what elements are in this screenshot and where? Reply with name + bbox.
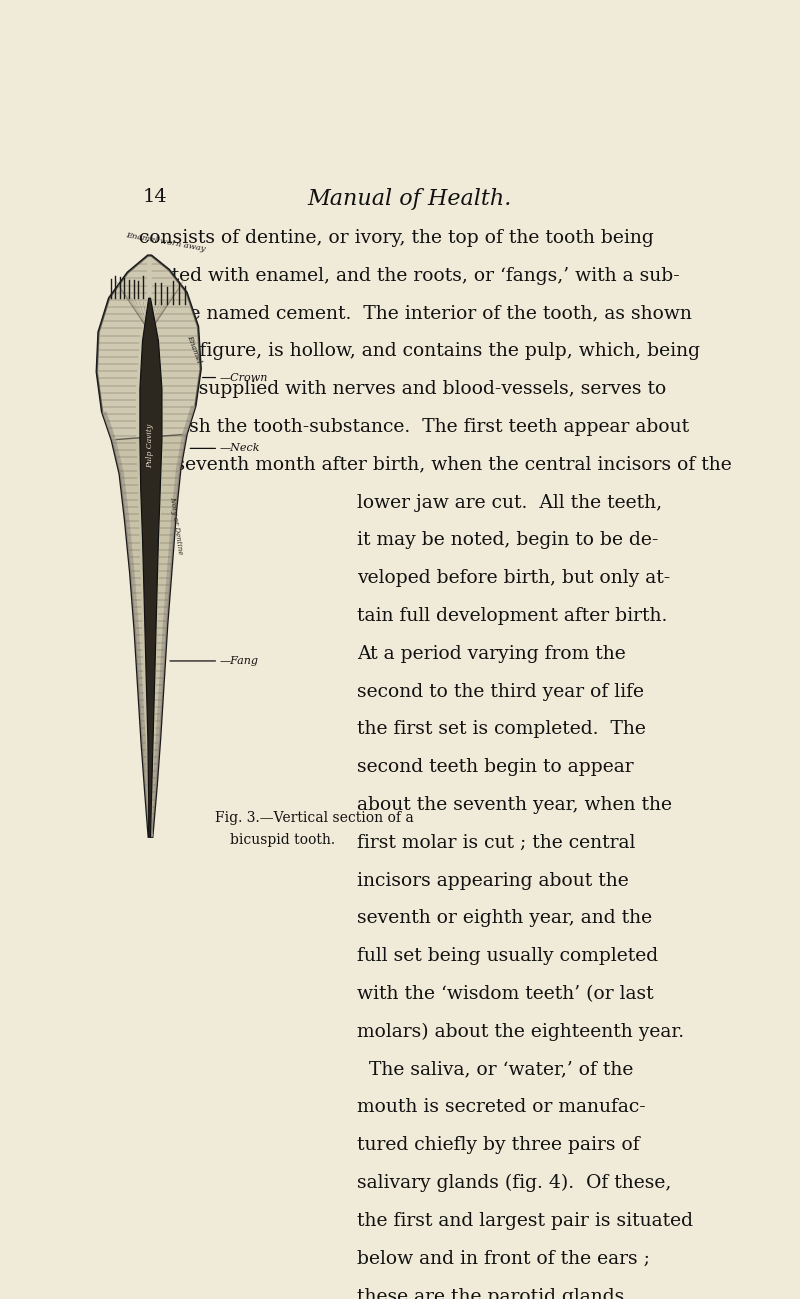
Text: bicuspid tooth.: bicuspid tooth. [230,833,335,847]
Text: about the seventh year, when the: about the seventh year, when the [358,796,672,814]
Text: richly supplied with nerves and blood-vessels, serves to: richly supplied with nerves and blood-ve… [139,381,666,397]
Text: Enamel worn away: Enamel worn away [125,231,206,253]
Text: Fig. 3.—Vertical section of a: Fig. 3.—Vertical section of a [214,811,414,825]
Polygon shape [102,412,153,837]
Polygon shape [140,299,162,837]
Text: nourish the tooth-substance.  The first teeth appear about: nourish the tooth-substance. The first t… [139,418,689,436]
Text: second to the third year of life: second to the third year of life [358,682,644,700]
Text: —Neck: —Neck [220,443,261,453]
Text: molars) about the eighteenth year.: molars) about the eighteenth year. [358,1022,685,1040]
Text: Ivory or Dentine: Ivory or Dentine [168,495,184,555]
Text: in the figure, is hollow, and contains the pulp, which, being: in the figure, is hollow, and contains t… [139,343,700,360]
Text: Manual of Health.: Manual of Health. [308,188,512,210]
Text: —Crown: —Crown [220,373,268,382]
Text: it may be noted, begin to be de-: it may be noted, begin to be de- [358,531,658,549]
Text: stance named cement.  The interior of the tooth, as shown: stance named cement. The interior of the… [139,304,692,322]
Text: veloped before birth, but only at-: veloped before birth, but only at- [358,569,670,587]
Text: incisors appearing about the: incisors appearing about the [358,872,629,890]
Text: consists of dentine, or ivory, the top of the tooth being: consists of dentine, or ivory, the top o… [139,229,654,247]
Text: first molar is cut ; the central: first molar is cut ; the central [358,834,636,852]
Text: At a period varying from the: At a period varying from the [358,644,626,662]
Text: with the ‘wisdom teeth’ (or last: with the ‘wisdom teeth’ (or last [358,985,654,1003]
Text: tain full development after birth.: tain full development after birth. [358,607,668,625]
Text: these are the parotid glands,: these are the parotid glands, [358,1287,630,1299]
Text: seventh or eighth year, and the: seventh or eighth year, and the [358,909,653,927]
Text: The saliva, or ‘water,’ of the: The saliva, or ‘water,’ of the [358,1061,634,1078]
Text: —Fang: —Fang [220,656,259,666]
Polygon shape [148,405,195,837]
Polygon shape [97,256,201,837]
Text: full set being usually completed: full set being usually completed [358,947,658,965]
Text: mouth is secreted or manufac-: mouth is secreted or manufac- [358,1099,646,1117]
Text: coated with enamel, and the roots, or ‘fangs,’ with a sub-: coated with enamel, and the roots, or ‘f… [139,266,680,284]
Text: Enamel: Enamel [185,334,202,364]
Text: Pulp Cavity: Pulp Cavity [146,423,154,468]
Text: second teeth begin to appear: second teeth begin to appear [358,759,634,777]
Text: tured chiefly by three pairs of: tured chiefly by three pairs of [358,1137,640,1155]
Text: salivary glands (fig. 4).  Of these,: salivary glands (fig. 4). Of these, [358,1174,672,1192]
Text: the seventh month after birth, when the central incisors of the: the seventh month after birth, when the … [139,456,732,474]
Text: the first set is completed.  The: the first set is completed. The [358,721,646,738]
Text: below and in front of the ears ;: below and in front of the ears ; [358,1250,650,1268]
Text: the first and largest pair is situated: the first and largest pair is situated [358,1212,694,1230]
Text: lower jaw are cut.  All the teeth,: lower jaw are cut. All the teeth, [358,494,662,512]
Text: 14: 14 [142,188,167,205]
Polygon shape [97,256,201,440]
